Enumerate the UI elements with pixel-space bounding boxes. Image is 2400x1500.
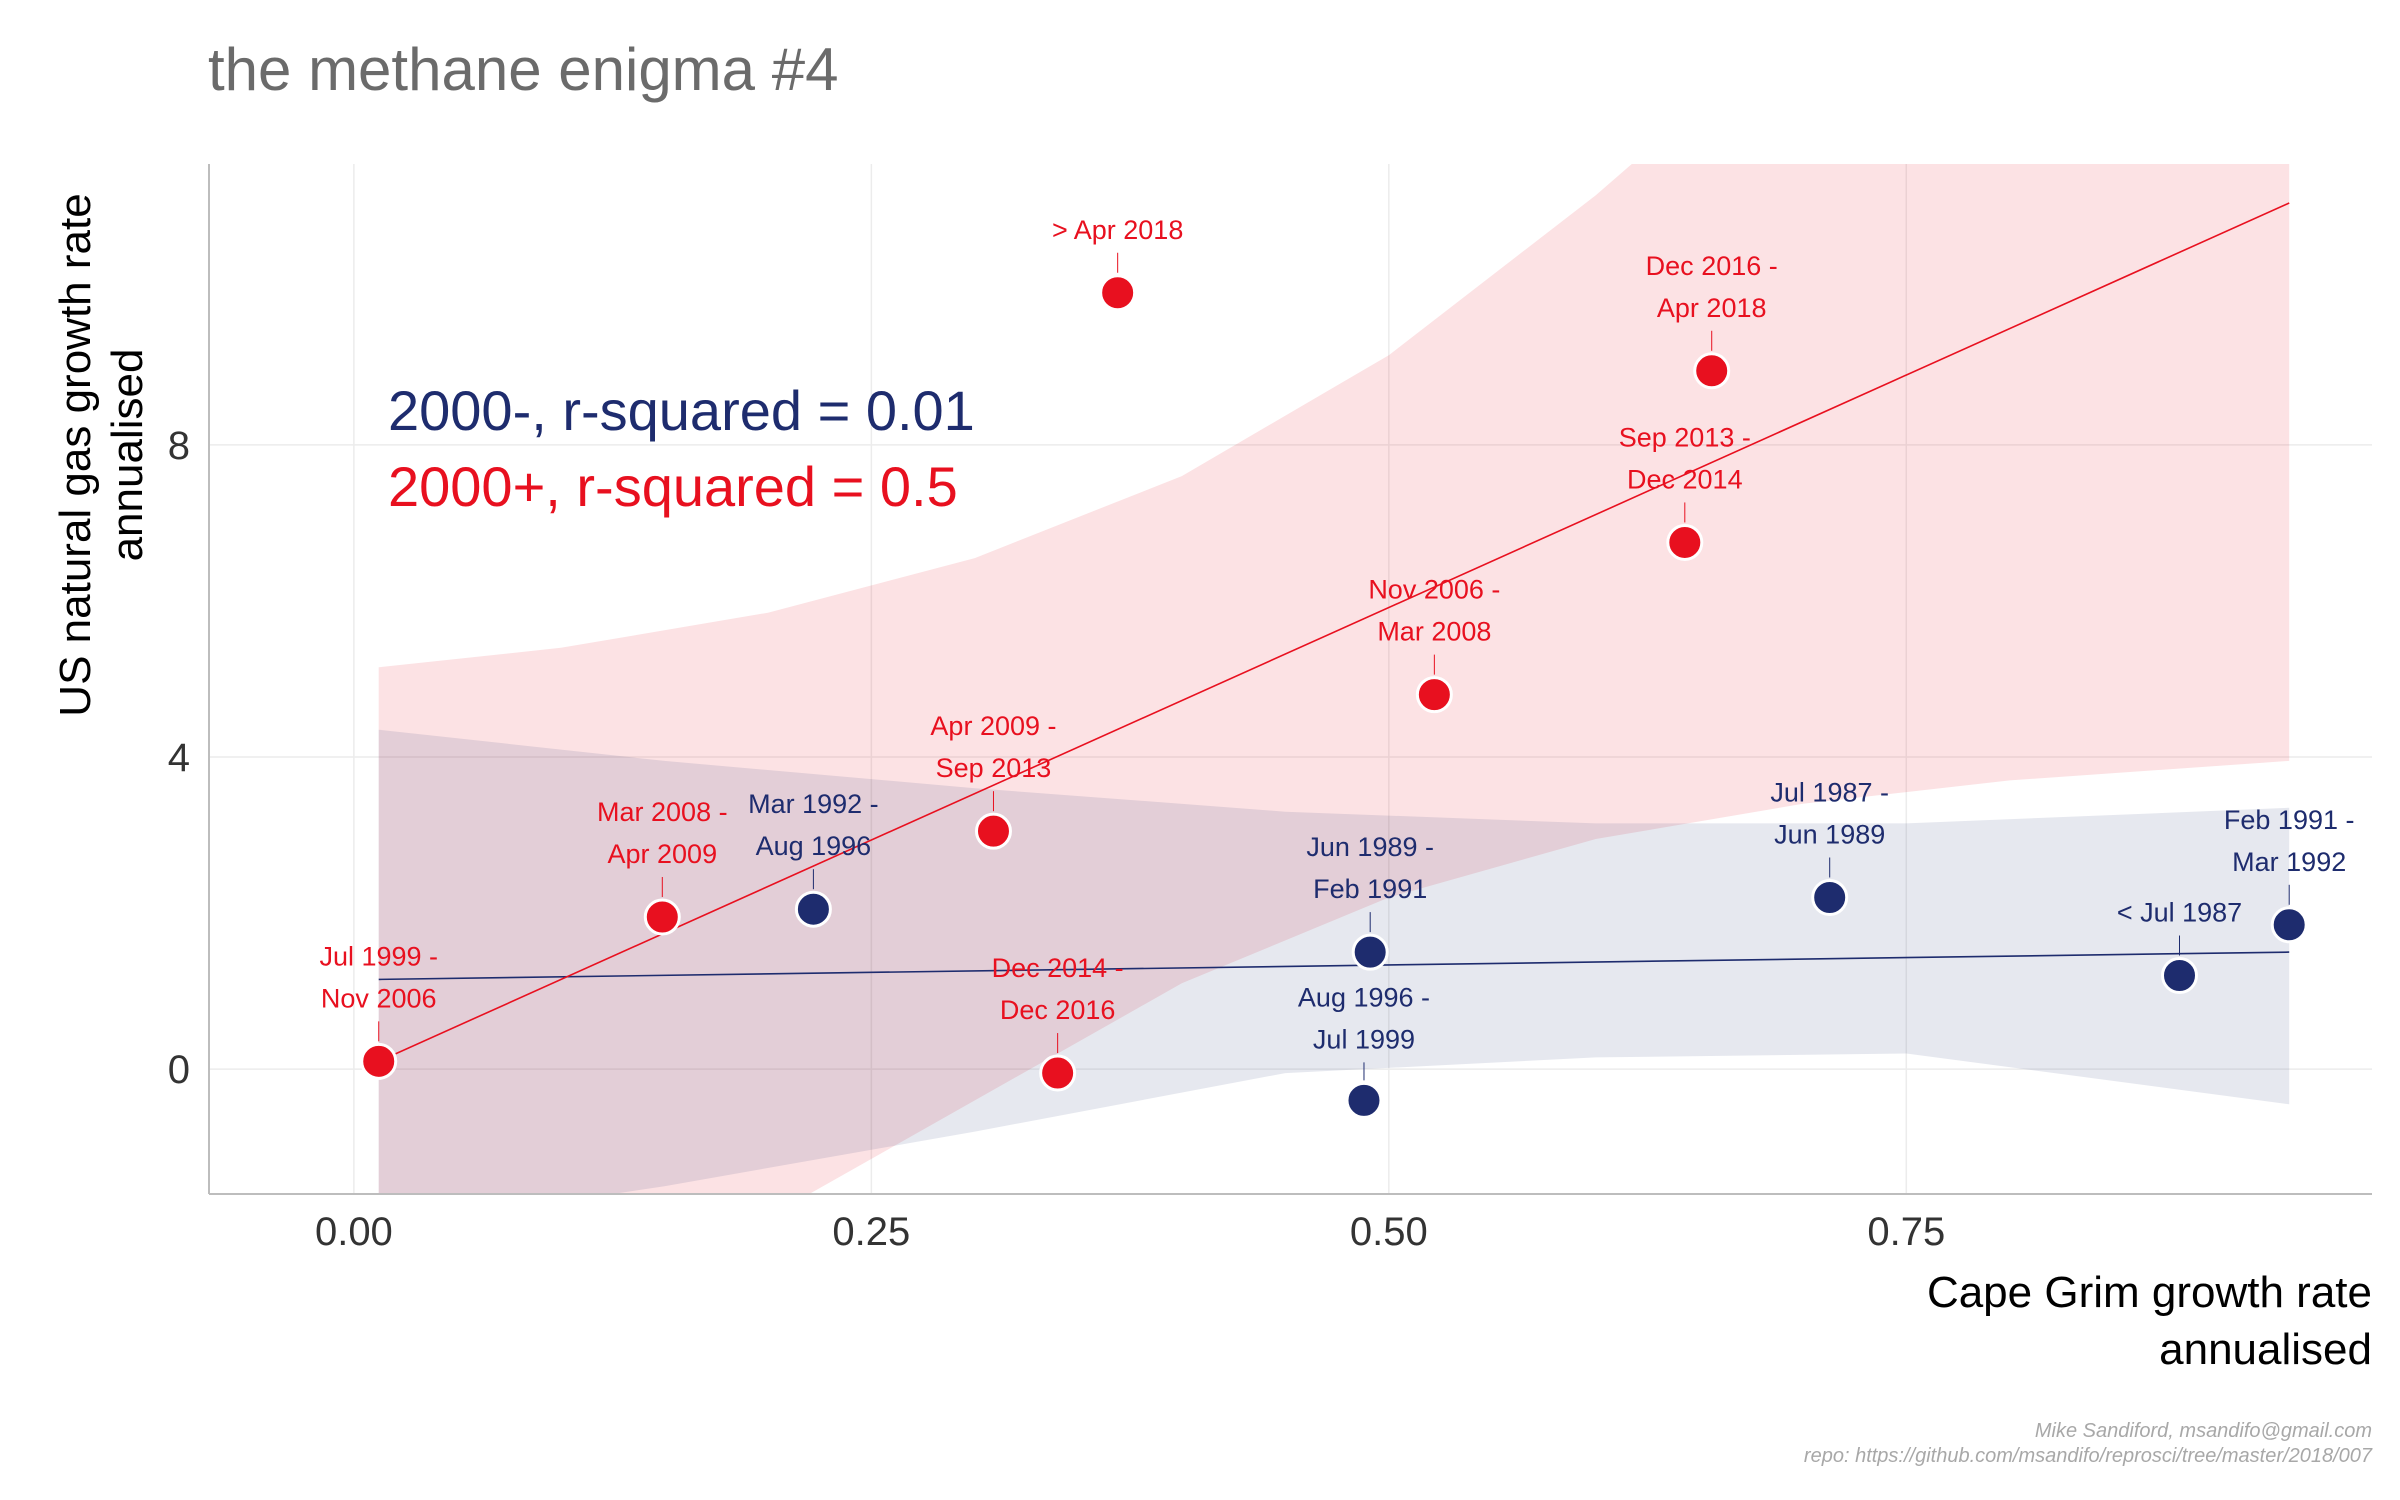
y-tick-label: 8 (168, 424, 190, 468)
r-squared-annotation: 2000+, r-squared = 0.5 (388, 455, 958, 518)
confidence-band-post2000 (378, 164, 2290, 1194)
confidence-band-pre2000 (378, 729, 2290, 1194)
x-axis-title-line-2: annualised (2159, 1325, 2372, 1374)
point-label: > Apr 2018 (1052, 215, 1183, 245)
data-point-pre2000 (1351, 933, 1389, 971)
point-label: Mar 2008 (1377, 617, 1491, 647)
x-tick-label: 0.50 (1350, 1210, 1428, 1254)
point-label: Jun 1989 - (1306, 832, 1434, 862)
point-label: Dec 2014 - (992, 953, 1124, 983)
chart-title: the methane enigma #4 (208, 36, 838, 103)
point-label: Jun 1989 (1774, 819, 1885, 849)
point-label: Dec 2014 (1627, 464, 1743, 494)
data-point-post2000 (1415, 676, 1453, 714)
x-tick-label: 0.75 (1867, 1210, 1945, 1254)
data-point-post2000 (1693, 352, 1731, 390)
y-axis-title-line-1: US natural gas growth rate (51, 193, 100, 716)
point-label: Dec 2016 (1000, 995, 1116, 1025)
point-label: Sep 2013 (936, 753, 1052, 783)
point-label: Jul 1987 - (1770, 777, 1889, 807)
data-point-pre2000 (1811, 878, 1849, 916)
point-label: Jul 1999 - (319, 941, 438, 971)
axes (208, 164, 2372, 1195)
point-label: Apr 2018 (1657, 293, 1767, 323)
point-label: Sep 2013 - (1619, 422, 1751, 452)
data-point-pre2000 (2270, 906, 2308, 944)
data-point-post2000 (643, 898, 681, 936)
point-label: Aug 1996 - (1298, 982, 1430, 1012)
y-tick-label: 0 (168, 1048, 190, 1092)
data-point-post2000 (1666, 523, 1704, 561)
r-squared-annotations: 2000-, r-squared = 0.01 2000+, r-squared … (388, 379, 975, 518)
fit-lines (378, 202, 2290, 1063)
point-label: Mar 1992 (2232, 847, 2346, 877)
data-point-post2000 (1099, 274, 1137, 312)
point-label: Apr 2009 (608, 839, 718, 869)
x-tick-label: 0.25 (832, 1210, 910, 1254)
point-label: Nov 2006 - (1368, 575, 1500, 605)
point-label: Nov 2006 (321, 983, 437, 1013)
point-label: Dec 2016 - (1646, 251, 1778, 281)
point-labels: Mar 1992 - Aug 1996 Jun 1989 - Feb 1991 Aug … (319, 215, 2355, 1081)
fit-line-post2000 (378, 202, 2290, 1063)
data-point-post2000 (360, 1042, 398, 1080)
point-label: Aug 1996 (756, 831, 872, 861)
point-label: Mar 2008 - (597, 797, 728, 827)
data-point-post2000 (1039, 1054, 1077, 1092)
point-label: Feb 1991 - (2224, 805, 2355, 835)
data-point-pre2000 (1345, 1081, 1383, 1119)
point-label: Mar 1992 - (748, 789, 879, 819)
tick-labels: 0.00 0.25 0.50 0.75 0 4 8 (168, 424, 1945, 1254)
fit-line-pre2000 (378, 951, 2290, 981)
data-points (360, 274, 2308, 1119)
point-label: < Jul 1987 (2117, 898, 2242, 928)
r-squared-annotation: 2000-, r-squared = 0.01 (388, 379, 975, 442)
credit-author: Mike Sandiford, msandifo@gmail.com (2035, 1420, 2372, 1442)
point-label: Apr 2009 - (930, 711, 1056, 741)
point-label: Jul 1999 (1313, 1024, 1415, 1054)
point-label: Feb 1991 (1313, 874, 1427, 904)
y-tick-label: 4 (168, 736, 190, 780)
y-axis-title: US natural gas growth rate annualised (51, 193, 152, 716)
data-point-pre2000 (794, 890, 832, 928)
confidence-bands (378, 164, 2290, 1194)
y-axis-title-line-2: annualised (103, 349, 152, 562)
credit-repo: repo: https://github.com/msandifo/repros… (1804, 1445, 2373, 1467)
x-axis-title-line-1: Cape Grim growth rate (1927, 1268, 2372, 1317)
data-point-pre2000 (2161, 957, 2199, 995)
x-tick-label: 0.00 (315, 1210, 393, 1254)
data-point-post2000 (974, 812, 1012, 850)
grid-lines (209, 164, 2372, 1194)
